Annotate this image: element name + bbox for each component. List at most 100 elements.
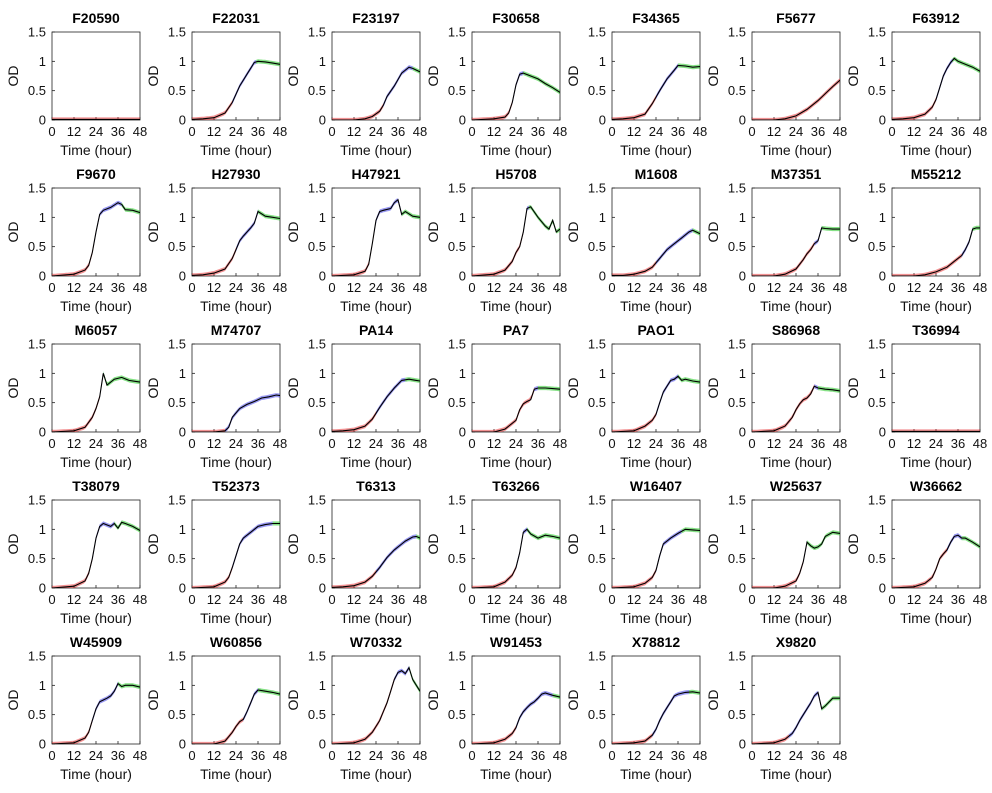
y-axis-label: OD [285, 222, 301, 243]
x-tick-label: 12 [207, 436, 221, 451]
growth-curve [752, 385, 840, 432]
y-tick-label: 0.5 [448, 395, 466, 410]
x-tick-label: 24 [929, 436, 943, 451]
x-tick-label: 36 [811, 592, 825, 607]
x-tick-label: 24 [929, 124, 943, 139]
y-tick-label: 0.5 [868, 395, 886, 410]
x-tick-label: 36 [811, 436, 825, 451]
panel-title: F34365 [632, 10, 680, 26]
y-tick-label: 0 [739, 737, 746, 752]
x-tick-label: 48 [273, 280, 287, 295]
chart-panel-f22031: F22031 0 0.5 1 1.5 0 12 24 36 48 Time (hour) OD [140, 2, 287, 158]
panel-title: T6313 [356, 478, 396, 494]
phase-1-band [472, 229, 524, 276]
series-group [892, 429, 980, 432]
panel-title: H5708 [495, 166, 536, 182]
chart-panel-w91453: W91453 0 0.5 1 1.5 0 12 24 36 48 Time (hour) OD [420, 626, 567, 782]
x-tick-label: 24 [89, 280, 103, 295]
y-tick-label: 0.5 [308, 707, 326, 722]
x-tick-label: 24 [649, 124, 663, 139]
x-axis-label: Time (hour) [760, 766, 832, 782]
panel-title: M1608 [635, 166, 678, 182]
chart-panel-t38079: T38079 0 0.5 1 1.5 0 12 24 36 48 Time (hour) OD [0, 470, 147, 626]
plot-area [191, 655, 281, 745]
x-tick-label: 36 [251, 592, 265, 607]
y-axis-label: OD [845, 66, 861, 87]
y-tick-label: 0.5 [28, 239, 46, 254]
panel-title: F22031 [212, 10, 260, 26]
chart-panel-w60856: W60856 0 0.5 1 1.5 0 12 24 36 48 Time (hour) OD [140, 626, 287, 782]
x-tick-label: 36 [951, 280, 965, 295]
y-tick-label: 1 [39, 678, 46, 693]
x-tick-label: 12 [487, 436, 501, 451]
x-tick-label: 0 [748, 436, 755, 451]
plot-area [51, 31, 141, 121]
x-tick-label: 12 [767, 748, 781, 763]
x-tick-label: 36 [391, 748, 405, 763]
x-tick-label: 48 [833, 124, 847, 139]
chart-panel-s86968: S86968 0 0.5 1 1.5 0 12 24 36 48 Time (hour) OD [700, 314, 847, 470]
x-tick-label: 48 [273, 592, 287, 607]
series-group [332, 534, 420, 588]
growth-curve [332, 378, 420, 432]
y-tick-label: 1 [739, 54, 746, 69]
y-tick-label: 0.5 [308, 551, 326, 566]
series-group [472, 71, 560, 120]
x-tick-label: 36 [671, 592, 685, 607]
x-tick-label: 12 [627, 280, 641, 295]
x-tick-label: 24 [89, 748, 103, 763]
phase-1-band [332, 103, 384, 120]
y-axis-label: OD [145, 378, 161, 399]
chart-panel-pa7: PA7 0 0.5 1 1.5 0 12 24 36 48 Time (hour) OD [420, 314, 567, 470]
x-axis-label: Time (hour) [60, 766, 132, 782]
x-tick-label: 36 [251, 124, 265, 139]
y-tick-label: 0 [39, 425, 46, 440]
growth-curve [52, 373, 140, 432]
chart-panel-w16407: W16407 0 0.5 1 1.5 0 12 24 36 48 Time (hour) OD [560, 470, 707, 626]
y-tick-label: 1 [739, 210, 746, 225]
x-tick-label: 12 [347, 436, 361, 451]
x-axis-label: Time (hour) [340, 610, 412, 626]
x-tick-label: 0 [468, 436, 475, 451]
y-axis-label: OD [705, 222, 721, 243]
y-tick-label: 1.5 [308, 337, 326, 352]
plot-area [191, 31, 281, 121]
y-tick-label: 0.5 [728, 707, 746, 722]
series-group [332, 377, 420, 432]
x-tick-label: 24 [649, 280, 663, 295]
y-tick-label: 1 [459, 366, 466, 381]
chart-panel-f63912: F63912 0 0.5 1 1.5 0 12 24 36 48 Time (hour) OD [840, 2, 987, 158]
series-group [192, 521, 280, 588]
x-tick-label: 0 [328, 436, 335, 451]
x-tick-label: 0 [48, 436, 55, 451]
phase-3-band [961, 536, 980, 549]
x-tick-label: 12 [487, 280, 501, 295]
chart-panel-f9670: F9670 0 0.5 1 1.5 0 12 24 36 48 Time (hour) OD [0, 158, 147, 314]
y-axis-label: OD [705, 690, 721, 711]
growth-curve [52, 682, 140, 744]
panel-title: S86968 [772, 322, 820, 338]
y-tick-label: 1 [319, 54, 326, 69]
phase-3-band [103, 371, 140, 387]
phase-1-band [332, 569, 376, 588]
phase-2-band [243, 688, 258, 722]
x-axis-label: Time (hour) [760, 454, 832, 470]
y-tick-label: 0 [599, 581, 606, 596]
x-axis-label: Time (hour) [60, 454, 132, 470]
x-axis-label: Time (hour) [480, 298, 552, 314]
x-tick-label: 0 [188, 436, 195, 451]
y-tick-label: 0.5 [588, 239, 606, 254]
x-tick-label: 48 [973, 436, 987, 451]
y-axis-label: OD [285, 534, 301, 555]
panel-title: W60856 [210, 634, 262, 650]
x-tick-label: 12 [767, 280, 781, 295]
x-axis-label: Time (hour) [900, 298, 972, 314]
x-tick-label: 12 [67, 280, 81, 295]
y-tick-label: 1.5 [868, 493, 886, 508]
